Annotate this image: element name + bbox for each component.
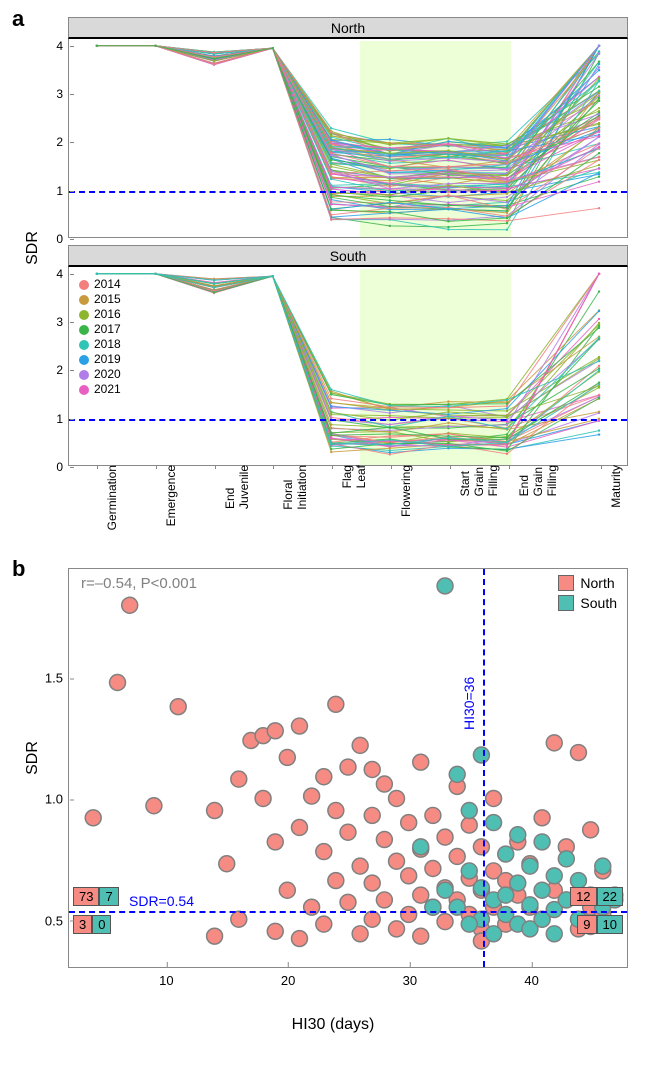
- panel-b: b SDR r=–0.54, P<0.001 SDR=0.54 HI30=36 …: [8, 558, 658, 1038]
- lines-south: [69, 269, 627, 466]
- count-box-right-bottom: 910: [577, 915, 623, 934]
- panel-a-ylabel: SDR: [24, 231, 42, 265]
- count-box-left-bottom: 30: [73, 915, 111, 934]
- panel-b-label: b: [12, 556, 25, 582]
- hline-north: [69, 191, 627, 193]
- legend-years: 20142015201620172018201920202021: [79, 277, 121, 397]
- facet-south-header: South: [68, 245, 628, 267]
- panel-a: a SDR North 01234 South 2014201520162017…: [8, 8, 658, 548]
- vline-annot: HI30=36: [461, 677, 477, 730]
- count-box-left-top: 737: [73, 887, 119, 906]
- hline-south: [69, 419, 627, 421]
- count-box-right-top: 1222: [570, 887, 623, 906]
- scatter-frame: r=–0.54, P<0.001 SDR=0.54 HI30=36 NorthS…: [68, 568, 628, 968]
- facet-south-plot: 20142015201620172018201920202021 01234Ge…: [69, 269, 627, 465]
- legend-region: NorthSouth: [558, 575, 617, 615]
- panel-b-ylabel: SDR: [24, 741, 42, 775]
- facet-south: South 20142015201620172018201920202021 0…: [68, 246, 628, 466]
- hline-annot: SDR=0.54: [129, 893, 194, 909]
- scatter-hline: [69, 911, 627, 913]
- facet-north-header: North: [68, 17, 628, 39]
- panel-a-label: a: [12, 6, 24, 32]
- lines-north: [69, 41, 627, 238]
- panel-b-xlabel: HI30 (days): [292, 1016, 375, 1034]
- figure: a SDR North 01234 South 2014201520162017…: [8, 8, 658, 1038]
- facet-north: North 01234: [68, 18, 628, 238]
- scatter-vline: [483, 569, 485, 967]
- facet-north-plot: 01234: [69, 41, 627, 237]
- corr-text: r=–0.54, P<0.001: [81, 575, 197, 592]
